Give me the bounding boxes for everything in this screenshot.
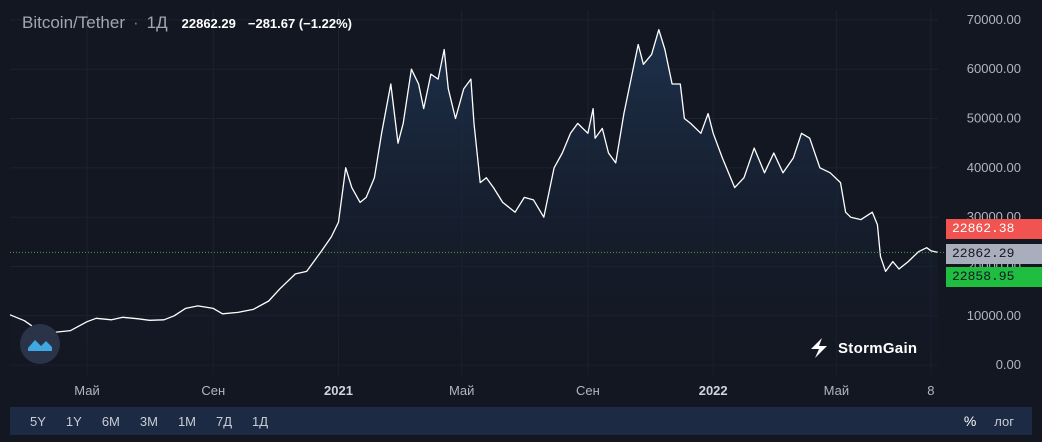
symbol-title[interactable]: Bitcoin/Tether [22,13,125,32]
last-price: 22862.29 [181,16,236,31]
series-line [9,29,939,342]
stormgain-brand: StormGain [808,337,917,359]
x-tick-label: Сен [201,383,225,398]
range-button-1d[interactable]: 1Д [252,413,269,429]
y-tick-label: 40000.00 [967,160,1021,175]
ask-price-tag: 22862.38 [946,219,1042,239]
x-tick-label: Май [74,383,99,398]
header-separator: · [133,13,139,32]
x-axis: Май Сен 2021 Май Сен 2022 Май 8 [74,383,934,398]
percent-scale-toggle[interactable]: % [963,413,977,429]
series-line-path [9,29,939,342]
y-tick-label: 60000.00 [967,61,1021,76]
chart-header: Bitcoin/Tether · 1Д 22862.29 −281.67 (−1… [22,13,352,33]
range-button-1y[interactable]: 1Y [65,413,82,429]
x-tick-label: 2021 [324,383,353,398]
tradingview-logo-icon[interactable] [20,324,60,364]
bid-price-tag: 22858.95 [946,267,1042,287]
stormgain-logo-icon [811,338,827,358]
series-area [10,29,938,375]
x-tick-label: Май [449,383,474,398]
range-button-5y[interactable]: 5Y [30,413,46,429]
range-button-7d[interactable]: 7Д [216,413,233,429]
range-button-6m[interactable]: 6M [101,413,120,429]
y-tick-label: 50000.00 [967,111,1021,126]
x-tick-label: Май [824,383,849,398]
y-tick-label: 0.00 [996,357,1021,372]
x-tick-label: 8 [927,383,934,398]
interval-label[interactable]: 1Д [146,13,168,32]
range-button-1m[interactable]: 1M [177,413,196,429]
range-button-3m[interactable]: 3M [139,413,158,429]
last-price-tag: 22862.29 [946,244,1042,264]
y-tick-label: 70000.00 [967,12,1021,27]
range-toolbar: 5Y 1Y 6M 3M 1M 7Д 1Д % лог [10,407,1032,435]
y-tick-label: 10000.00 [967,308,1021,323]
brand-name: StormGain [838,339,918,357]
x-tick-label: Сен [576,383,600,398]
price-change: −281.67 (−1.22%) [247,16,352,31]
y-axis: 0.0010000.0020000.0030000.0040000.005000… [967,12,1021,372]
log-scale-toggle[interactable]: лог [994,413,1014,429]
series-area-fill [10,29,938,375]
x-tick-label: 2022 [699,383,728,398]
